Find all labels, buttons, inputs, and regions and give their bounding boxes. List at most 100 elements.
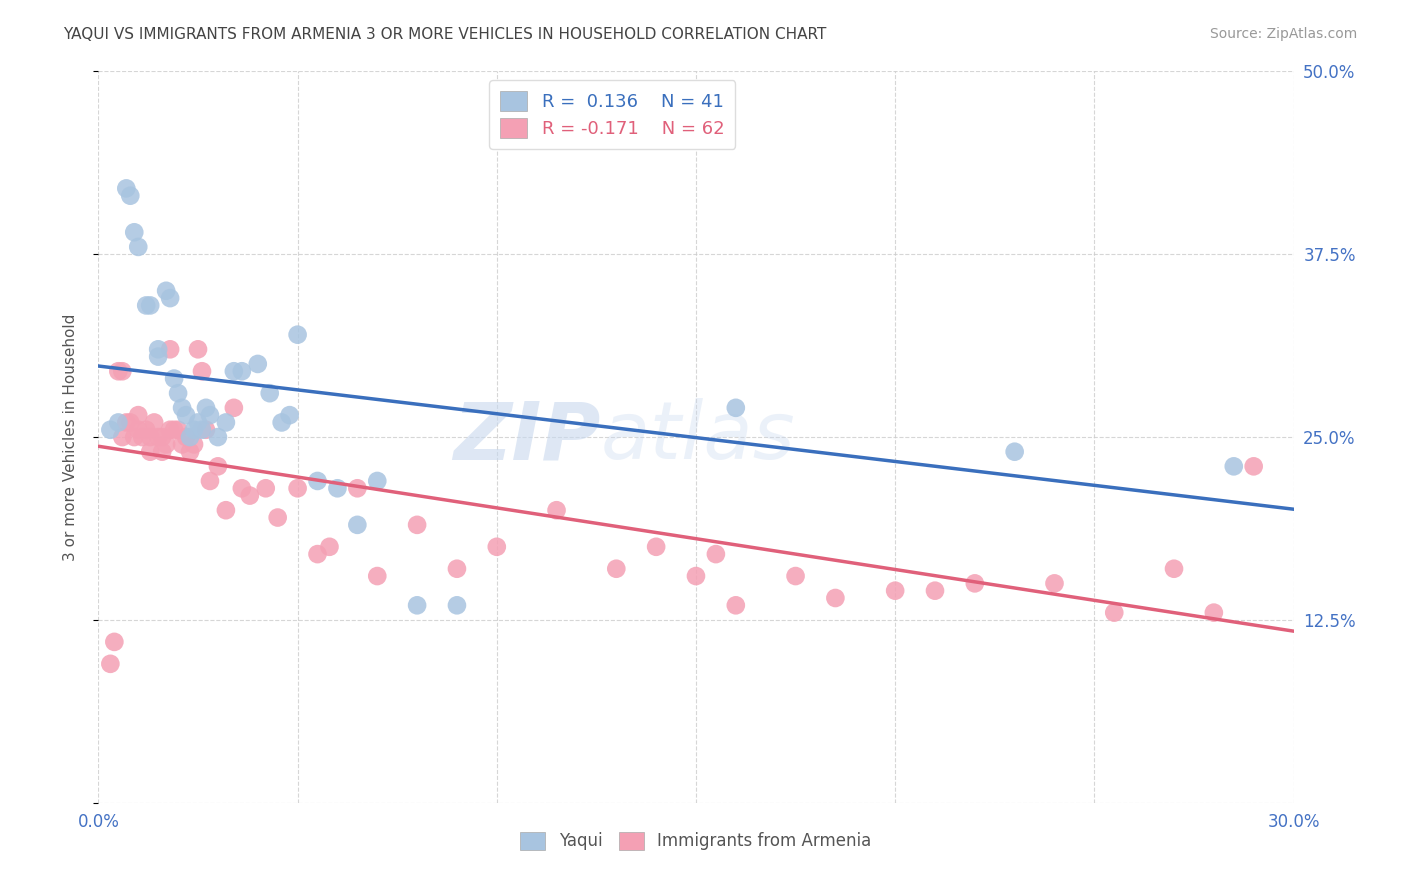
Point — [318, 540, 340, 554]
Point — [724, 401, 747, 415]
Point — [115, 181, 138, 195]
Point — [183, 423, 205, 437]
Point — [215, 503, 238, 517]
Point — [183, 437, 205, 451]
Point — [366, 474, 388, 488]
Point — [148, 343, 170, 357]
Y-axis label: 3 or more Vehicles in Household: 3 or more Vehicles in Household — [63, 313, 77, 561]
Point — [485, 540, 508, 554]
Point — [1104, 606, 1126, 620]
Point — [222, 364, 245, 378]
Point — [963, 576, 986, 591]
Point — [187, 343, 209, 357]
Point — [107, 364, 129, 378]
Point — [124, 225, 146, 239]
Point — [254, 481, 277, 495]
Point — [107, 416, 129, 430]
Point — [267, 510, 290, 524]
Point — [307, 474, 329, 488]
Point — [159, 343, 181, 357]
Point — [167, 423, 190, 437]
Point — [120, 188, 142, 202]
Point — [215, 416, 238, 430]
Point — [346, 481, 368, 495]
Point — [111, 364, 134, 378]
Text: atlas: atlas — [600, 398, 796, 476]
Point — [195, 401, 218, 415]
Point — [685, 569, 707, 583]
Point — [127, 240, 149, 254]
Point — [278, 408, 301, 422]
Point — [135, 423, 157, 437]
Point — [406, 599, 429, 613]
Point — [98, 657, 122, 671]
Point — [207, 430, 229, 444]
Point — [307, 547, 329, 561]
Point — [179, 430, 201, 444]
Point — [120, 416, 142, 430]
Point — [1043, 576, 1066, 591]
Point — [645, 540, 668, 554]
Point — [198, 408, 221, 422]
Point — [148, 430, 170, 444]
Point — [1163, 562, 1185, 576]
Point — [143, 416, 166, 430]
Point — [103, 635, 125, 649]
Point — [239, 489, 262, 503]
Point — [159, 291, 181, 305]
Point — [127, 408, 149, 422]
Point — [167, 386, 190, 401]
Point — [172, 401, 194, 415]
Text: ZIP: ZIP — [453, 398, 600, 476]
Point — [159, 423, 181, 437]
Point — [179, 444, 201, 458]
Point — [406, 517, 429, 532]
Point — [139, 298, 162, 312]
Point — [884, 583, 907, 598]
Point — [124, 430, 146, 444]
Point — [172, 437, 194, 451]
Point — [148, 350, 170, 364]
Text: Source: ZipAtlas.com: Source: ZipAtlas.com — [1209, 27, 1357, 41]
Point — [231, 481, 253, 495]
Point — [163, 423, 186, 437]
Point — [195, 423, 218, 437]
Point — [446, 599, 468, 613]
Legend: Yaqui, Immigrants from Armenia: Yaqui, Immigrants from Armenia — [510, 822, 882, 860]
Point — [127, 423, 149, 437]
Point — [326, 481, 349, 495]
Point — [824, 591, 846, 605]
Point — [1202, 606, 1225, 620]
Point — [270, 416, 292, 430]
Point — [605, 130, 627, 145]
Point — [259, 386, 281, 401]
Point — [446, 562, 468, 576]
Point — [155, 437, 177, 451]
Point — [366, 569, 388, 583]
Point — [1004, 444, 1026, 458]
Point — [163, 371, 186, 385]
Point — [135, 298, 157, 312]
Point — [150, 444, 173, 458]
Point — [724, 599, 747, 613]
Text: YAQUI VS IMMIGRANTS FROM ARMENIA 3 OR MORE VEHICLES IN HOUSEHOLD CORRELATION CHA: YAQUI VS IMMIGRANTS FROM ARMENIA 3 OR MO… — [63, 27, 827, 42]
Point — [785, 569, 807, 583]
Point — [207, 459, 229, 474]
Point — [246, 357, 269, 371]
Point — [924, 583, 946, 598]
Point — [704, 547, 727, 561]
Point — [155, 284, 177, 298]
Point — [1223, 459, 1246, 474]
Point — [231, 364, 253, 378]
Point — [150, 430, 173, 444]
Point — [187, 416, 209, 430]
Point — [139, 430, 162, 444]
Point — [546, 503, 568, 517]
Point — [191, 364, 214, 378]
Point — [605, 562, 627, 576]
Point — [198, 474, 221, 488]
Point — [1243, 459, 1265, 474]
Point — [174, 408, 197, 422]
Point — [111, 430, 134, 444]
Point — [222, 401, 245, 415]
